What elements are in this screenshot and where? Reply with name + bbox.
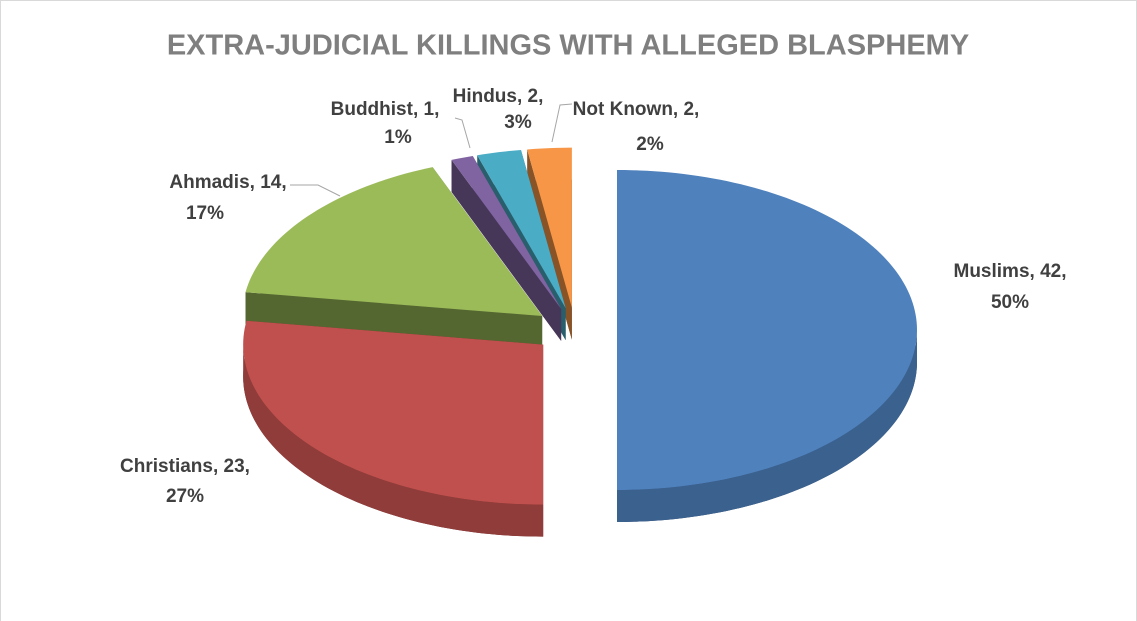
- data-label: 2%: [636, 134, 664, 155]
- data-label: 27%: [166, 486, 204, 507]
- slice: [451, 155, 562, 309]
- slice: [527, 147, 572, 308]
- leader-line: [454, 117, 471, 149]
- data-label: Not Known, 2,: [573, 99, 700, 120]
- data-label: Hindus, 2,: [453, 86, 544, 107]
- slice: [245, 167, 543, 349]
- slice-side: [243, 344, 544, 537]
- slice: [617, 170, 917, 490]
- data-label: 3%: [504, 112, 532, 133]
- slice: [451, 155, 562, 341]
- leader-line: [290, 184, 341, 197]
- slice: [243, 320, 544, 505]
- slice: [245, 167, 543, 317]
- leader-line: [551, 103, 573, 143]
- data-label: Christians, 23,: [120, 456, 250, 477]
- data-label: 1%: [384, 127, 412, 148]
- data-label: 50%: [991, 292, 1029, 313]
- slice-side: [451, 159, 562, 341]
- data-label: Ahmadis, 14,: [169, 172, 286, 193]
- data-label: 17%: [186, 203, 224, 224]
- data-label: Muslims, 42,: [954, 261, 1067, 282]
- slice: [617, 170, 917, 522]
- slice-side: [245, 292, 543, 349]
- slice: [477, 149, 566, 309]
- slice: [243, 320, 544, 537]
- data-label: Buddhist, 1,: [331, 99, 440, 120]
- slice-side: [617, 330, 917, 522]
- chart-title: EXTRA-JUDICIAL KILLINGS WITH ALLEGED BLA…: [167, 30, 969, 62]
